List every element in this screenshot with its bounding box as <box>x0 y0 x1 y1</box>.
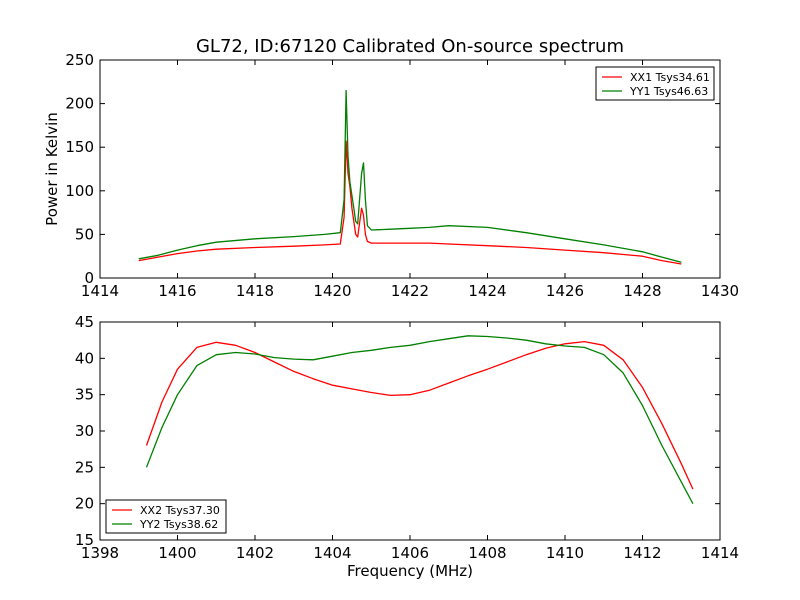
x-tick-label: 1408 <box>468 544 506 562</box>
y-axis-label: Power in Kelvin <box>43 112 61 226</box>
legend-entry: YY2 Tsys38.62 <box>139 518 218 531</box>
x-tick-label: 1430 <box>701 282 739 300</box>
x-tick-label: 1410 <box>546 544 584 562</box>
y-tick-label: 40 <box>75 349 94 367</box>
x-tick-label: 1420 <box>313 282 351 300</box>
x-tick-label: 1404 <box>313 544 351 562</box>
y-tick-label: 200 <box>65 95 94 113</box>
x-tick-label: 1426 <box>546 282 584 300</box>
chart-panel-1: GL72, ID:67120 Calibrated On-source spec… <box>43 36 739 300</box>
y-tick-label: 0 <box>84 269 94 287</box>
y-tick-label: 15 <box>75 531 94 549</box>
legend-box <box>105 499 227 534</box>
x-tick-label: 1414 <box>701 544 739 562</box>
x-axis-label: Frequency (MHz) <box>347 562 473 580</box>
y-tick-label: 30 <box>75 422 94 440</box>
y-tick-label: 100 <box>65 182 94 200</box>
x-tick-label: 1414 <box>81 282 119 300</box>
x-tick-label: 1402 <box>236 544 274 562</box>
x-tick-label: 1412 <box>623 544 661 562</box>
legend-entry: YY1 Tsys46.63 <box>629 85 708 98</box>
y-tick-label: 25 <box>75 458 94 476</box>
x-tick-label: 1406 <box>391 544 429 562</box>
x-tick-label: 1400 <box>158 544 196 562</box>
chart-panel-2: 1398 1400 1402 1404 1406 1408 1410 1412 1414 15 20… <box>75 313 739 580</box>
x-tick-label: 1428 <box>623 282 661 300</box>
legend-entry: XX2 Tsys37.30 <box>140 504 220 517</box>
y-tick-label: 45 <box>75 313 94 331</box>
x-tick-label: 1416 <box>158 282 196 300</box>
legend-entry: XX1 Tsys34.61 <box>630 71 710 84</box>
series-line-1 <box>138 140 682 265</box>
y-tick-label: 150 <box>65 138 94 156</box>
series-line-2 <box>138 89 682 263</box>
x-tick-label: 1398 <box>81 544 119 562</box>
legend-box <box>595 66 715 101</box>
x-tick-label: 1422 <box>391 282 429 300</box>
series-line-2 <box>145 335 694 505</box>
y-tick-label: 50 <box>75 225 94 243</box>
chart-title: GL72, ID:67120 Calibrated On-source spec… <box>196 36 624 57</box>
y-tick-label: 250 <box>65 51 94 69</box>
x-tick-label: 1418 <box>236 282 274 300</box>
x-tick-label: 1424 <box>468 282 506 300</box>
y-tick-label: 20 <box>75 495 94 513</box>
y-tick-label: 35 <box>75 386 94 404</box>
series-line-1 <box>145 340 694 490</box>
